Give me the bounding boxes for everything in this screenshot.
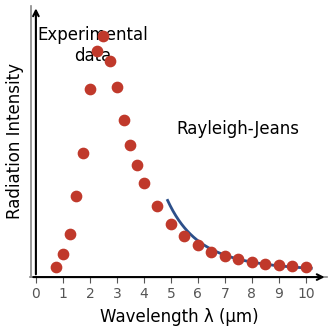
Point <box>182 234 187 239</box>
Point <box>135 163 140 168</box>
Point <box>263 261 268 266</box>
Point <box>303 264 308 270</box>
Point <box>87 87 93 92</box>
Point <box>236 257 241 262</box>
Text: Rayleigh-Jeans: Rayleigh-Jeans <box>177 120 300 138</box>
Y-axis label: Radiation Intensity: Radiation Intensity <box>6 63 24 219</box>
X-axis label: Wavelength λ (μm): Wavelength λ (μm) <box>100 308 258 326</box>
Point <box>60 252 66 257</box>
Point <box>54 264 59 270</box>
Point <box>141 181 147 186</box>
Point <box>67 231 72 237</box>
Point <box>249 259 254 265</box>
Point <box>128 142 133 148</box>
Point <box>276 262 281 268</box>
Point <box>114 84 120 89</box>
Point <box>222 253 227 259</box>
Text: Experimental
data: Experimental data <box>37 26 148 65</box>
Point <box>155 204 160 209</box>
Point <box>101 33 106 39</box>
Point <box>121 117 126 123</box>
Point <box>81 150 86 155</box>
Point <box>94 48 99 54</box>
Point <box>168 221 173 226</box>
Point <box>209 249 214 254</box>
Point <box>290 264 295 269</box>
Point <box>74 193 79 199</box>
Point <box>108 59 113 64</box>
Point <box>195 243 200 248</box>
